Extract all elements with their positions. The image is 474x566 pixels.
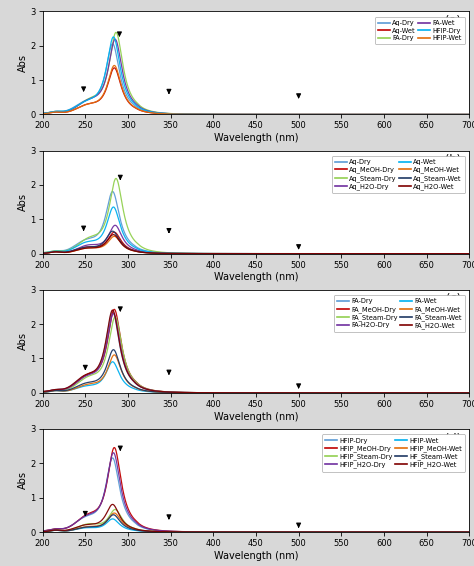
Legend: Aq-Dry, Aq-Wet, FA-Dry, FA-Wet, HFIP-Dry, HFIP-Wet: Aq-Dry, Aq-Wet, FA-Dry, FA-Wet, HFIP-Dry… <box>375 17 465 44</box>
X-axis label: Wavelength (nm): Wavelength (nm) <box>214 133 298 143</box>
X-axis label: Wavelength (nm): Wavelength (nm) <box>214 272 298 282</box>
X-axis label: Wavelength (nm): Wavelength (nm) <box>214 411 298 422</box>
Text: (d): (d) <box>445 432 461 442</box>
Text: (b): (b) <box>445 153 461 164</box>
Y-axis label: Abs: Abs <box>18 54 27 72</box>
Legend: HFIP-Dry, HFIP_MeOH-Dry, HFIP_Steam-Dry, HFIP_H2O-Dry, HFIP-Wet, HFIP_MeOH-Wet, : HFIP-Dry, HFIP_MeOH-Dry, HFIP_Steam-Dry,… <box>322 434 465 471</box>
Text: (c): (c) <box>446 293 461 303</box>
Legend: FA-Dry, FA_MeOH-Dry, FA_Steam-Dry, FA-H2O-Dry, FA-Wet, FA_MeOH-Wet, FA_Steam-Wet: FA-Dry, FA_MeOH-Dry, FA_Steam-Dry, FA-H2… <box>334 295 465 332</box>
X-axis label: Wavelength (nm): Wavelength (nm) <box>214 551 298 561</box>
Y-axis label: Abs: Abs <box>18 193 27 211</box>
Text: (a): (a) <box>445 14 461 24</box>
Y-axis label: Abs: Abs <box>18 471 27 490</box>
Y-axis label: Abs: Abs <box>18 332 27 350</box>
Legend: Aq-Dry, Aq_MeOH-Dry, Aq_Steam-Dry, Aq_H2O-Dry, Aq-Wet, Aq_MeOH-Wet, Aq_Steam-Wet: Aq-Dry, Aq_MeOH-Dry, Aq_Steam-Dry, Aq_H2… <box>332 156 465 193</box>
